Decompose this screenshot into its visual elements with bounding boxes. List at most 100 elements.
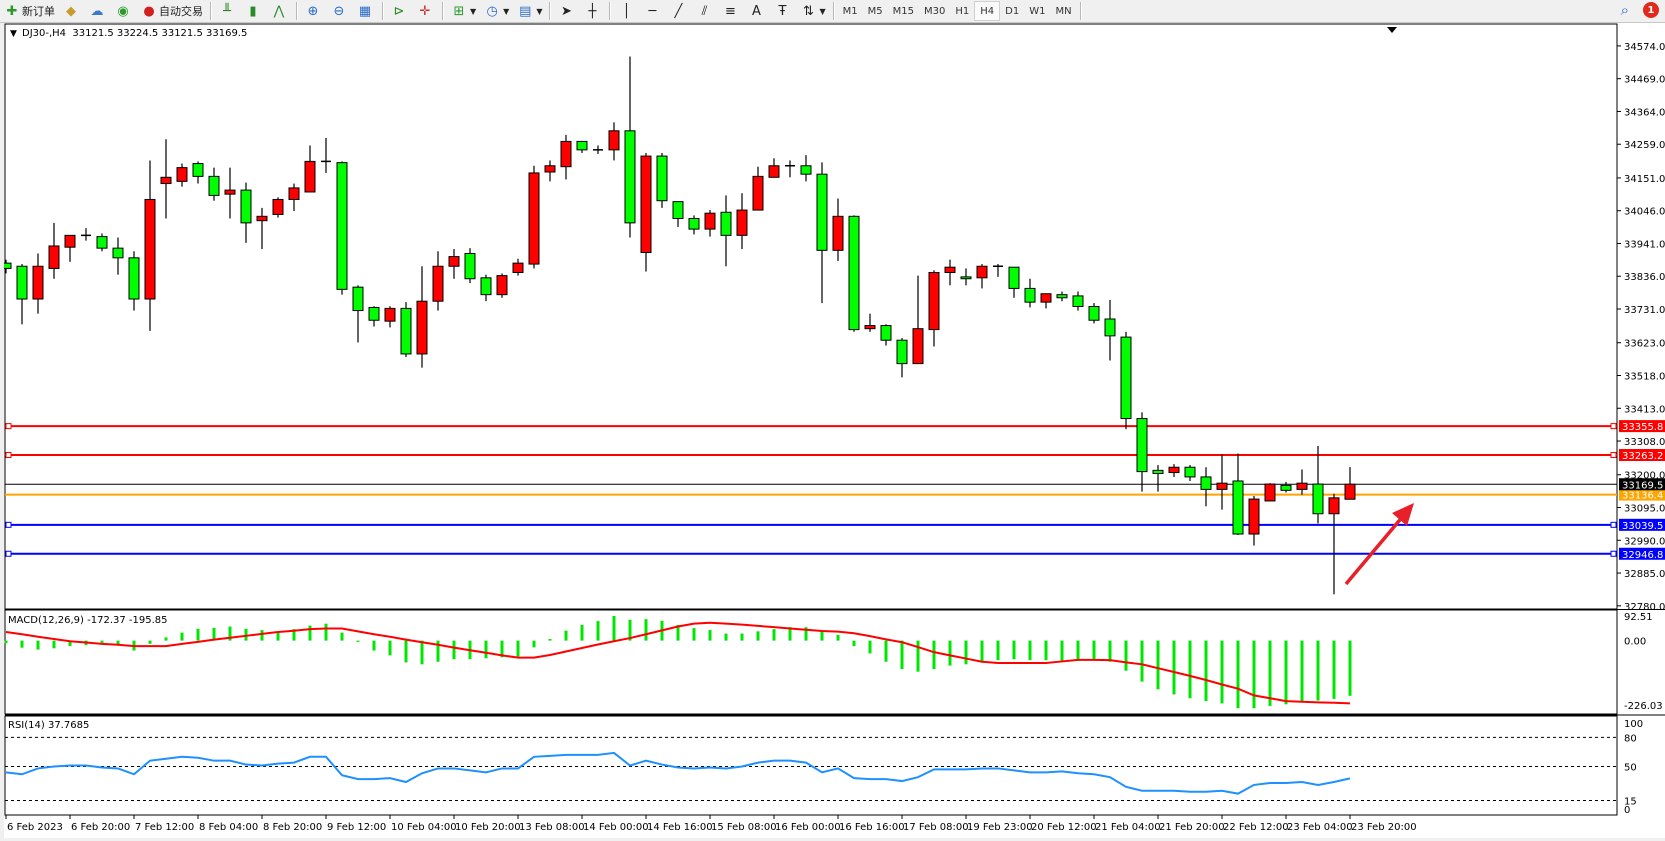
price-line-label: 33263.2 [1622,451,1663,462]
candlestick-button[interactable]: ▮ [241,1,267,21]
fibonacci-button[interactable]: ≡ [718,1,744,21]
collapse-triangle-icon: ▼ [10,29,17,39]
macd-histogram-bar [404,640,408,663]
vertical-line-button[interactable]: │ [614,1,640,21]
candle-body [304,160,316,193]
timeframe-m15-button[interactable]: M15 [892,5,914,17]
trendline-button[interactable]: ╱ [666,1,692,21]
price-line-label: 33355.8 [1622,422,1663,433]
periods-button[interactable]: ◷ ▼ [480,1,513,21]
timeframe-h1-button[interactable]: H1 [955,5,970,17]
auto-trading-button[interactable]: ● 自动交易 [137,1,207,21]
price-tick-label: 34046.0 [1624,207,1665,218]
indicators-button[interactable]: ⊞ ▼ [447,1,480,21]
auto-trading-icon: ● [143,3,155,19]
price-tick-label: 32990.0 [1624,536,1665,547]
line-anchor-handle [1610,423,1617,430]
auto-scroll-button[interactable]: ✛ [413,1,439,21]
zoom-in-button[interactable]: ⊕ [301,1,327,21]
horizontal-line-button[interactable]: ─ [640,1,666,21]
macd-histogram-bar [148,640,152,644]
tile-windows-icon: ▦ [358,3,372,19]
price-tick-label: 33941.0 [1624,239,1665,250]
zoom-out-button[interactable]: ⊖ [327,1,353,21]
macd-histogram-bar [1252,640,1256,709]
current-price-label: 33169.5 [1622,480,1663,491]
chart-canvas[interactable]: ▼ DJ30-,H4 33121.5 33224.5 33121.5 33169.… [0,23,1665,838]
macd-histogram-bar [756,631,760,641]
arrows-button[interactable]: ⇅ ▼ [796,1,829,21]
timeframe-m1-button[interactable]: M1 [842,5,858,17]
macd-histogram-bar [548,639,552,641]
separator [296,2,298,20]
chevron-down-icon: ▼ [536,6,543,16]
cursor-button[interactable]: ➤ [554,1,580,21]
candle-body [1280,484,1292,491]
expert-advisors-button[interactable]: ◆ [59,1,85,21]
templates-button[interactable]: ▤ ▼ [513,1,546,21]
macd-histogram-bar [1172,640,1176,695]
candlestick-icon: ▮ [249,3,257,19]
candle-body [944,266,956,273]
time-tick-label: 22 Feb 12:00 [1223,822,1289,833]
timeframe-m5-button[interactable]: M5 [867,5,883,17]
candle-body [768,165,780,178]
candle-body [128,257,140,300]
chevron-down-icon: ▼ [503,6,510,16]
price-line-label: 32946.8 [1622,550,1663,561]
candle-body [1216,482,1228,490]
timeframe-w1-button[interactable]: W1 [1029,5,1046,17]
vertical-line-icon: │ [622,3,631,19]
timeframe-m30-button[interactable]: M30 [923,5,946,17]
timeframe-h4-button[interactable]: H4 [974,1,1001,21]
notification-badge[interactable]: 1 [1643,2,1659,18]
folder-icon: ◆ [66,3,76,19]
channel-button[interactable]: ⫽ [692,1,718,21]
macd-histogram-bar [980,640,984,662]
macd-histogram-bar [1028,640,1032,661]
price-tick-label: 32885.0 [1624,569,1665,580]
search-icon[interactable]: ⌕ [1620,1,1629,19]
macd-histogram-bar [532,640,536,648]
candle-body [496,275,508,296]
timeframe-mn-button[interactable]: MN [1055,5,1072,17]
timeframe-bar: M1 M5 M15 M30 H1 H4 D1 W1 MN [838,1,1077,21]
tile-windows-button[interactable]: ▦ [353,1,379,21]
macd-histogram-bar [644,619,648,641]
macd-histogram-bar [436,640,440,662]
macd-histogram-bar [1124,640,1128,671]
main-pane [4,23,1618,610]
new-order-button[interactable]: ✚ 新订单 [0,1,59,21]
candle-body [656,155,668,202]
macd-histogram-bar [228,626,232,641]
terminal-button[interactable]: ☁ [85,1,111,21]
time-tick-label: 20 Feb 12:00 [1031,822,1097,833]
crosshair-button[interactable]: ┼ [580,1,606,21]
candle-body [1312,483,1324,515]
chart-window[interactable]: ▼ DJ30-,H4 33121.5 33224.5 33121.5 33169.… [0,23,1665,838]
text-label-button[interactable]: Ŧ [770,1,796,21]
candle-body [1184,466,1196,478]
crosshair-icon: ┼ [588,3,597,19]
candle-body [832,215,844,251]
macd-histogram-bar [1236,640,1240,709]
candle-body [544,165,556,173]
candle-body [288,187,300,200]
bar-chart-button[interactable]: ╨ [215,1,241,21]
rsi-tick-label: 80 [1624,733,1637,744]
time-tick-label: 14 Feb 16:00 [647,822,713,833]
time-tick-label: 8 Feb 04:00 [199,822,258,833]
timeframe-d1-button[interactable]: D1 [1005,5,1020,17]
price-tick-label: 33836.0 [1624,272,1665,283]
candle-body [688,218,700,230]
macd-histogram-bar [612,615,616,641]
text-button[interactable]: A [744,1,770,21]
line-chart-button[interactable]: ⋀ [267,1,293,21]
macd-histogram-bar [164,637,168,641]
separator [1079,2,1082,20]
candle-body [1152,469,1164,474]
trend-arrow-shaft [1344,513,1406,586]
chart-shift-button[interactable]: ⊳ [387,1,413,21]
signals-button[interactable]: ◉ [111,1,137,21]
candle-body [48,245,60,269]
